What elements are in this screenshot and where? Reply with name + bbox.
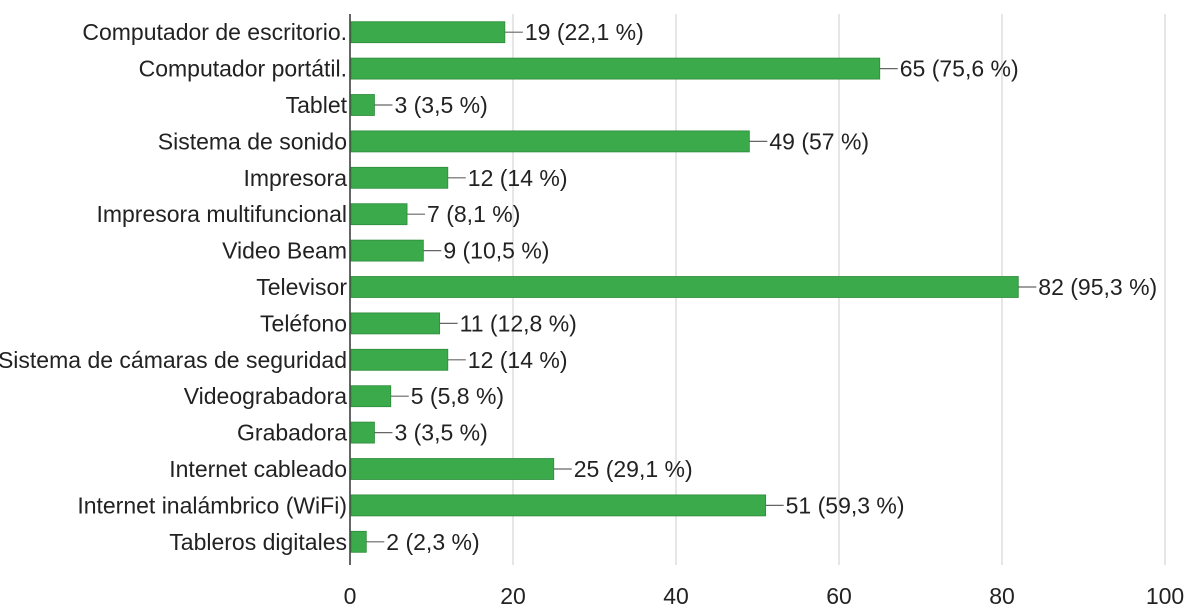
data-label: 12 (14 %) <box>468 165 568 191</box>
bar <box>350 57 881 80</box>
x-tick-label: 80 <box>989 583 1015 609</box>
category-label: Computador portátil. <box>139 56 347 82</box>
x-tick-label: 20 <box>500 583 526 609</box>
data-label: 9 (10,5 %) <box>443 238 549 264</box>
category-label: Video Beam <box>222 238 347 264</box>
data-label: 51 (59,3 %) <box>786 492 905 518</box>
category-label: Tablet <box>286 92 348 118</box>
data-label: 82 (95,3 %) <box>1038 274 1157 300</box>
bar <box>350 203 408 226</box>
data-label: 3 (3,5 %) <box>394 420 487 446</box>
data-label: 19 (22,1 %) <box>525 19 644 45</box>
bar <box>350 385 392 408</box>
bar <box>350 312 441 335</box>
category-label: Sistema de sonido <box>158 128 347 154</box>
category-label: Internet cableado <box>169 456 347 482</box>
category-label: Videograbadora <box>184 383 347 409</box>
data-label: 7 (8,1 %) <box>427 201 520 227</box>
bar <box>350 21 506 44</box>
bar <box>350 166 449 189</box>
x-tick-label: 40 <box>663 583 689 609</box>
bar <box>350 348 449 371</box>
bar <box>350 276 1019 298</box>
data-label: 49 (57 %) <box>769 128 869 154</box>
data-label: 5 (5,8 %) <box>411 383 504 409</box>
category-label: Internet inalámbrico (WiFi) <box>77 492 347 518</box>
bar <box>350 458 555 480</box>
x-tick-label: 0 <box>344 583 357 609</box>
data-label: 65 (75,6 %) <box>900 56 1019 82</box>
data-label: 2 (2,3 %) <box>386 529 479 555</box>
bar <box>350 421 375 444</box>
category-label: Impresora multifuncional <box>96 201 347 227</box>
category-label: Tableros digitales <box>169 529 347 555</box>
category-label: Computador de escritorio. <box>82 19 347 45</box>
bar <box>350 130 750 153</box>
category-label: Impresora <box>243 165 347 191</box>
data-label: 11 (12,8 %) <box>460 310 577 336</box>
x-tick-label: 100 <box>1146 583 1184 609</box>
data-label: 3 (3,5 %) <box>394 92 487 118</box>
bar <box>350 530 367 553</box>
bar <box>350 94 375 116</box>
bar <box>350 239 424 262</box>
category-label: Televisor <box>256 274 347 300</box>
bar <box>350 494 767 517</box>
category-label: Teléfono <box>260 310 347 336</box>
category-label: Sistema de cámaras de seguridad <box>0 347 347 373</box>
x-tick-label: 60 <box>826 583 852 609</box>
data-label: 25 (29,1 %) <box>574 456 693 482</box>
data-label: 12 (14 %) <box>468 347 568 373</box>
category-label: Grabadora <box>237 420 347 446</box>
